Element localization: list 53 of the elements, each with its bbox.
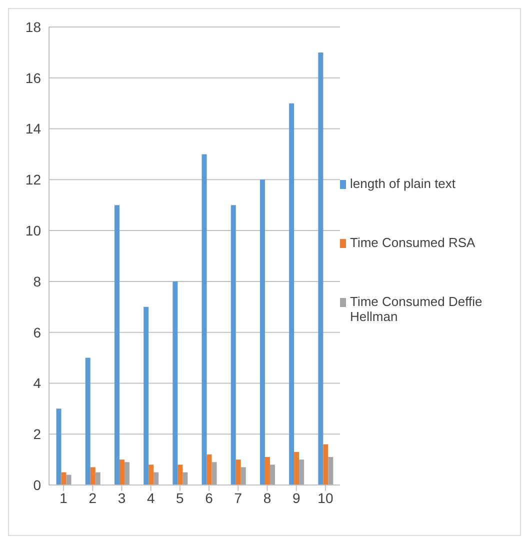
bar [318, 52, 324, 485]
x-tick-label: 5 [176, 490, 184, 506]
x-tick-label: 3 [118, 490, 126, 506]
bar [294, 452, 300, 485]
bar [270, 464, 275, 485]
bar [114, 205, 120, 485]
y-tick-label: 0 [33, 476, 42, 493]
bar [178, 464, 183, 485]
bar [260, 180, 265, 485]
y-tick-label: 14 [25, 120, 42, 137]
bar [66, 474, 72, 485]
y-tick-label: 2 [33, 426, 42, 442]
legend-label: Time Consumed Deffie Hellman [350, 294, 484, 324]
bar [172, 281, 178, 485]
bar [95, 472, 100, 485]
legend-label: length of plain text [350, 176, 456, 191]
bar [264, 457, 270, 485]
x-tick-label: 8 [263, 490, 272, 506]
x-tick-label: 1 [60, 490, 68, 506]
bar [206, 454, 212, 485]
bar [90, 467, 96, 485]
bar [144, 306, 149, 485]
bar [230, 205, 236, 485]
bar [240, 467, 246, 485]
y-tick-label: 4 [33, 375, 42, 392]
bar [119, 460, 124, 485]
bar [85, 358, 90, 485]
y-tick-label: 12 [25, 172, 42, 188]
x-tick-label: 4 [146, 490, 155, 506]
y-tick-label: 6 [33, 324, 42, 340]
x-tick-label: 9 [292, 490, 300, 506]
bar [289, 103, 294, 485]
bar [61, 472, 66, 485]
bar [328, 457, 334, 485]
x-tick-label: 10 [318, 490, 334, 506]
x-tick-label: 6 [205, 490, 214, 506]
bar [323, 444, 328, 485]
bar [212, 462, 217, 485]
y-tick-label: 18 [25, 18, 42, 35]
bar [202, 154, 207, 485]
y-tick-label: 10 [25, 222, 42, 239]
bar [299, 460, 304, 485]
bar [182, 472, 188, 485]
x-tick-label: 2 [88, 490, 97, 506]
bar [236, 460, 241, 485]
y-tick-label: 8 [33, 273, 42, 290]
bar [56, 408, 62, 485]
bar [124, 462, 130, 485]
bar [154, 472, 159, 485]
bar [148, 464, 154, 485]
y-tick-label: 16 [25, 70, 42, 86]
legend-label: Time Consumed RSA [350, 235, 476, 250]
x-tick-label: 7 [234, 490, 242, 506]
